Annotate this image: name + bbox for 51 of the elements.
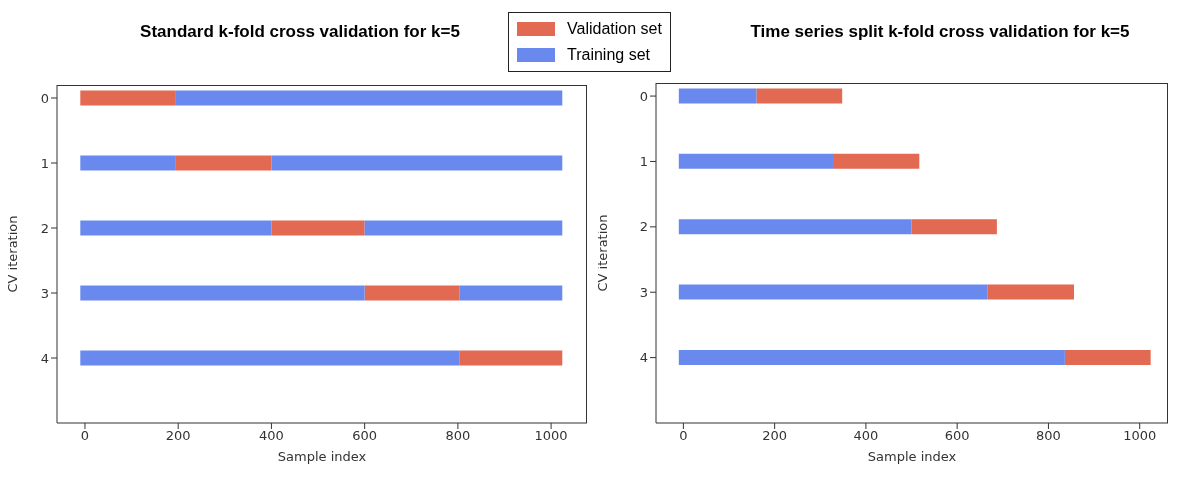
- bar: [80, 285, 365, 301]
- x-tick-label: 800: [1036, 428, 1061, 444]
- bar: [678, 88, 757, 104]
- chart-title: Time series split k-fold cross validation for k=5: [750, 22, 1130, 41]
- bar: [271, 220, 365, 236]
- bar: [459, 285, 563, 301]
- x-tick-label: 0: [80, 428, 90, 444]
- bar: [271, 155, 563, 171]
- bar: [459, 350, 563, 366]
- bar: [678, 153, 834, 169]
- bar: [80, 220, 272, 236]
- bar: [364, 285, 460, 301]
- bar: [175, 155, 272, 171]
- legend-label: Training set: [567, 46, 650, 64]
- x-tick-label: 400: [259, 428, 284, 444]
- bar: [678, 349, 1065, 365]
- bar: [911, 219, 997, 235]
- y-tick-label: 3: [639, 284, 648, 300]
- x-tick-label: 0: [679, 428, 688, 444]
- x-axis-title: Sample index: [867, 449, 957, 464]
- x-tick-label: 200: [762, 428, 788, 444]
- y-tick-label: 1: [639, 154, 648, 170]
- bar: [80, 350, 460, 366]
- x-tick-label: 800: [445, 428, 471, 444]
- bar: [1064, 349, 1151, 365]
- x-tick-label: 600: [352, 428, 378, 444]
- y-tick-label: 0: [40, 90, 49, 106]
- y-tick-label: 2: [639, 219, 648, 235]
- bar: [678, 219, 912, 235]
- x-tick-label: 1000: [534, 428, 568, 444]
- bar: [80, 155, 176, 171]
- bar: [987, 284, 1074, 300]
- bar: [175, 90, 563, 106]
- x-tick-label: 400: [853, 428, 879, 444]
- x-tick-label: 1000: [1123, 428, 1157, 444]
- legend-label: Validation set: [567, 20, 662, 38]
- x-axis-title: Sample index: [277, 449, 367, 464]
- y-tick-label: 2: [40, 220, 49, 236]
- x-tick-label: 200: [165, 428, 191, 444]
- bar: [80, 90, 176, 106]
- x-tick-label: 600: [944, 428, 970, 444]
- y-tick-label: 0: [639, 88, 648, 104]
- bar: [678, 284, 988, 300]
- y-tick-label: 4: [639, 350, 648, 366]
- bar: [364, 220, 563, 236]
- y-tick-label: 1: [40, 155, 49, 171]
- bar: [833, 153, 920, 169]
- chart-title: Standard k-fold cross validation for k=5: [140, 22, 460, 41]
- y-tick-label: 3: [40, 285, 49, 301]
- bar: [756, 88, 843, 104]
- y-tick-label: 4: [40, 350, 49, 366]
